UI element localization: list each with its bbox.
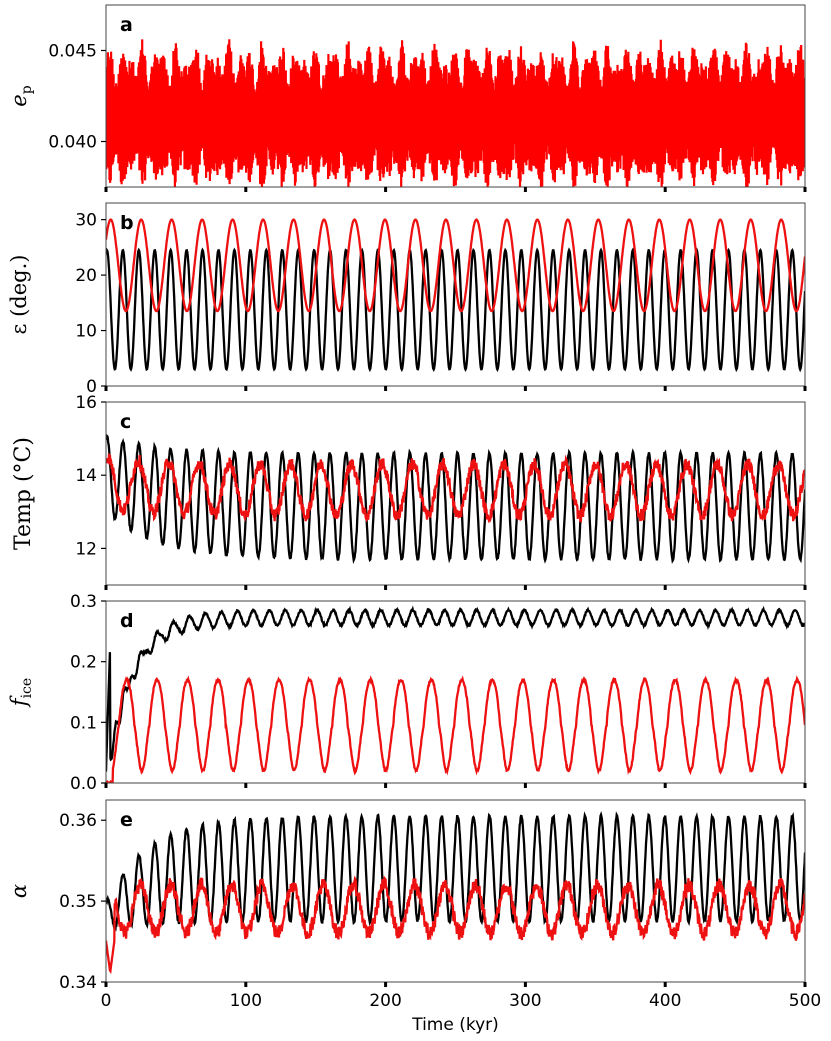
y-tick-label: 20 xyxy=(75,266,97,286)
x-axis-label: Time (kyr) xyxy=(411,1015,499,1035)
y-tick-label: 0.2 xyxy=(70,653,97,673)
panel-letter: b xyxy=(120,212,134,234)
axes-frame xyxy=(105,600,806,784)
axes-frame xyxy=(105,4,806,188)
y-tick-label: 30 xyxy=(75,211,97,231)
series-line-black xyxy=(106,811,805,933)
y-axis-label: ep xyxy=(7,85,35,106)
plot-area xyxy=(106,433,805,565)
y-axis-label-subscript: p xyxy=(19,85,35,94)
x-tick-label: 500 xyxy=(789,991,821,1011)
series-line-black xyxy=(106,247,805,373)
plot-area xyxy=(106,811,805,975)
x-tick-label: 400 xyxy=(649,991,681,1011)
y-axis-label: ε (deg.) xyxy=(7,255,31,335)
panel-letter: e xyxy=(120,809,133,831)
panel-a: 0.040 0.045 a ep xyxy=(7,4,807,192)
x-tick-label: 100 xyxy=(230,991,262,1011)
y-axis-label: fice xyxy=(7,678,35,708)
y-tick-label: 10 xyxy=(75,322,97,342)
plot-area xyxy=(106,39,805,187)
y-axis-label: α xyxy=(7,884,31,898)
plot-area xyxy=(106,605,805,783)
x-tick-label: 200 xyxy=(369,991,401,1011)
series-line-eccentricity xyxy=(106,39,805,187)
y-tick-label: 0.0 xyxy=(70,774,97,794)
y-tick-label: 0.040 xyxy=(48,133,97,153)
y-axis-label: Temp (°C) xyxy=(11,437,36,550)
y-tick-label: 0.35 xyxy=(59,892,97,912)
y-axis-label-subscript: ice xyxy=(19,678,35,699)
panel-d: 0.0 0.1 0.2 0.3 d fice xyxy=(7,592,807,794)
y-tick-label: 0.34 xyxy=(59,973,97,993)
panel-b: 0 10 20 30 b ε (deg.) xyxy=(7,202,807,397)
panel-letter: c xyxy=(120,411,131,433)
panel-letter: d xyxy=(120,610,134,632)
series-line-red xyxy=(106,875,805,975)
plot-area xyxy=(106,218,805,373)
y-tick-label: 14 xyxy=(75,466,97,486)
y-tick-label: 0.36 xyxy=(59,811,97,831)
series-line-black xyxy=(106,433,805,565)
y-tick-label: 0 xyxy=(86,377,97,397)
y-tick-label: 0.045 xyxy=(48,42,97,62)
series-line-red xyxy=(106,674,805,783)
x-tick-label: 0 xyxy=(101,991,112,1011)
panel-c: 12 14 16 c Temp (°C) xyxy=(11,393,807,590)
panel-e: 0.34 0.35 0.36 e α 0 100 200 300 400 500 Time (kyr) xyxy=(7,799,821,1035)
series-line-red xyxy=(106,453,805,524)
axes-frame xyxy=(105,799,806,983)
axes-frame xyxy=(105,202,806,387)
panel-letter: a xyxy=(120,14,133,36)
y-tick-label: 0.3 xyxy=(70,592,97,612)
axes-frame xyxy=(105,401,806,586)
y-tick-label: 12 xyxy=(75,539,97,559)
series-line-red xyxy=(106,218,805,313)
y-tick-label: 16 xyxy=(75,393,97,413)
series-line-black xyxy=(106,605,805,772)
x-tick-label: 300 xyxy=(509,991,541,1011)
y-tick-label: 0.1 xyxy=(70,713,97,733)
